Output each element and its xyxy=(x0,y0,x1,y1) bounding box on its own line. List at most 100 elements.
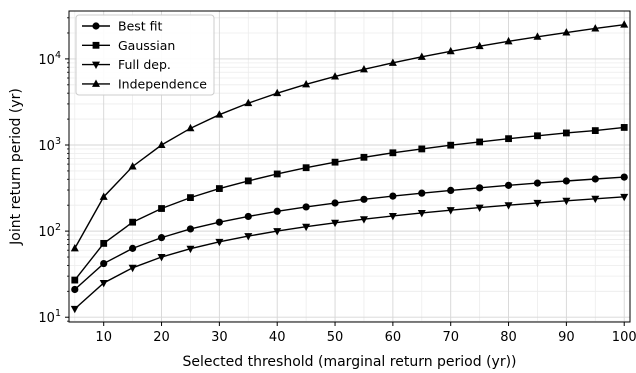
data-point xyxy=(620,124,628,131)
data-point xyxy=(476,184,484,192)
data-point xyxy=(418,189,426,197)
data-point xyxy=(129,218,137,226)
data-point xyxy=(475,41,484,50)
data-point xyxy=(446,46,455,55)
plot-frame xyxy=(68,10,631,323)
data-point xyxy=(591,24,600,32)
legend-marker xyxy=(92,79,100,87)
data-point xyxy=(244,233,253,241)
data-point xyxy=(447,141,455,149)
data-point xyxy=(302,164,310,172)
data-point xyxy=(591,127,599,135)
x-tick-label: 100 xyxy=(612,330,636,345)
data-point xyxy=(331,219,340,228)
data-point xyxy=(476,138,484,146)
series-layer xyxy=(70,20,629,314)
data-point xyxy=(417,209,426,218)
data-point xyxy=(331,72,340,80)
y-tick-label: 101 xyxy=(38,308,61,326)
data-point xyxy=(533,32,542,40)
data-point xyxy=(331,199,339,207)
data-point xyxy=(71,276,79,284)
data-point xyxy=(273,88,282,97)
x-tick-label: 60 xyxy=(385,330,402,345)
data-point xyxy=(533,199,542,208)
legend-item: Best fit xyxy=(82,19,163,34)
data-point xyxy=(157,254,166,262)
data-point xyxy=(157,234,166,242)
data-point xyxy=(418,145,426,153)
legend-box xyxy=(75,14,215,96)
data-point xyxy=(504,181,513,189)
x-axis-title: Selected threshold (marginal return peri… xyxy=(182,354,516,370)
data-point xyxy=(244,212,252,221)
data-point xyxy=(360,153,368,161)
data-point xyxy=(215,185,223,192)
legend-item: Independence xyxy=(82,76,207,91)
legend-marker xyxy=(92,41,100,49)
series-line xyxy=(74,176,625,290)
data-point xyxy=(562,197,571,206)
series-best-fit xyxy=(71,173,628,294)
data-point xyxy=(215,218,223,226)
y-tick-label: 104 xyxy=(38,50,61,68)
legend-label: Best fit xyxy=(118,19,163,34)
x-tick-label: 90 xyxy=(558,330,575,345)
data-point xyxy=(620,193,629,202)
series-full-dep xyxy=(70,193,629,314)
data-point xyxy=(505,135,512,143)
data-point xyxy=(446,207,455,215)
data-point xyxy=(359,216,368,224)
data-point xyxy=(273,207,281,215)
data-point xyxy=(71,285,79,294)
data-point xyxy=(70,305,79,314)
data-point xyxy=(388,58,397,66)
data-point xyxy=(591,175,599,183)
data-point xyxy=(620,20,629,28)
x-tick-label: 70 xyxy=(442,330,459,345)
data-point xyxy=(475,204,484,213)
data-point xyxy=(331,158,339,166)
x-tick-label: 80 xyxy=(500,330,517,345)
legend-label: Full dep. xyxy=(118,57,171,72)
data-point xyxy=(620,173,628,181)
x-tick-label: 10 xyxy=(95,330,112,345)
data-point xyxy=(447,186,455,195)
data-point xyxy=(244,98,253,107)
ticks: 10 20 30 40 50 60 70 80 90 100 101 102 103 104 xyxy=(38,17,636,345)
series-gaussian xyxy=(71,124,628,284)
data-point xyxy=(157,140,166,149)
data-point xyxy=(417,52,426,60)
data-point xyxy=(302,79,311,88)
data-point xyxy=(302,203,310,211)
x-tick-label: 40 xyxy=(269,330,286,345)
data-point xyxy=(187,194,194,202)
data-point xyxy=(99,192,108,200)
x-tick-label: 30 xyxy=(211,330,228,345)
data-point xyxy=(273,228,282,236)
y-tick-label: 102 xyxy=(38,222,61,240)
x-tick-label: 20 xyxy=(153,330,170,345)
series-line xyxy=(74,126,625,281)
data-point xyxy=(388,212,397,221)
data-point xyxy=(504,36,513,45)
data-point xyxy=(186,245,195,254)
legend-label: Gaussian xyxy=(118,38,175,53)
data-point xyxy=(186,123,195,132)
data-point xyxy=(534,132,541,140)
data-point xyxy=(562,28,571,36)
legend-marker xyxy=(92,22,100,30)
data-point xyxy=(302,223,311,232)
data-point xyxy=(533,179,542,187)
data-point xyxy=(504,202,513,210)
data-point xyxy=(360,195,368,203)
y-axis-title: Joint return period (yr) xyxy=(8,88,24,246)
legend-item: Gaussian xyxy=(82,38,175,53)
series-line xyxy=(74,196,625,310)
axes xyxy=(68,10,631,323)
grid xyxy=(69,11,630,322)
data-point xyxy=(186,225,195,233)
data-point xyxy=(215,238,224,247)
series-line xyxy=(74,23,625,249)
